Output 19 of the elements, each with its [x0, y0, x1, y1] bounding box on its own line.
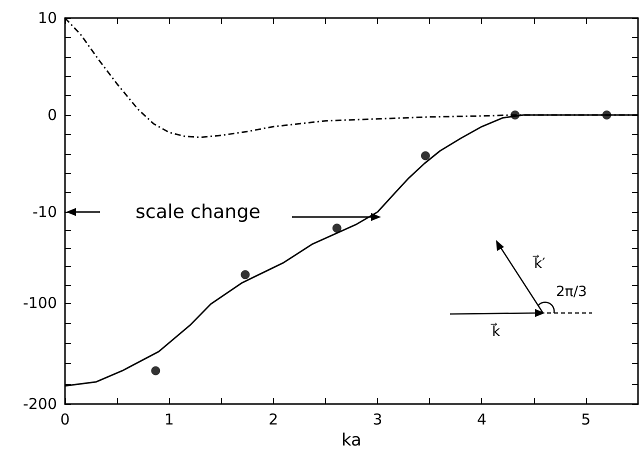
y-tick-label: 0 — [47, 106, 57, 124]
point — [332, 224, 342, 233]
x-axis-title: ka — [342, 430, 362, 450]
point — [151, 366, 160, 376]
y-tick-label: -10 — [32, 203, 57, 221]
annotation: 2π/3 — [556, 284, 587, 300]
x-tick-label: 5 — [581, 410, 591, 429]
annotation: k⃗ — [490, 322, 501, 340]
annotation: k⃗′ — [532, 254, 546, 272]
x-tick-label: 0 — [60, 410, 70, 429]
y-tick-label: -100 — [22, 294, 57, 312]
x-tick-label: 1 — [164, 410, 174, 429]
annotation: scale change — [136, 201, 260, 223]
y-tick-label: 10 — [38, 9, 57, 27]
x-tick-label: 4 — [476, 410, 486, 429]
y-tick-label: -200 — [22, 395, 57, 414]
point — [240, 270, 250, 280]
x-tick-label: 2 — [268, 410, 278, 429]
x-tick-label: 3 — [372, 410, 382, 429]
